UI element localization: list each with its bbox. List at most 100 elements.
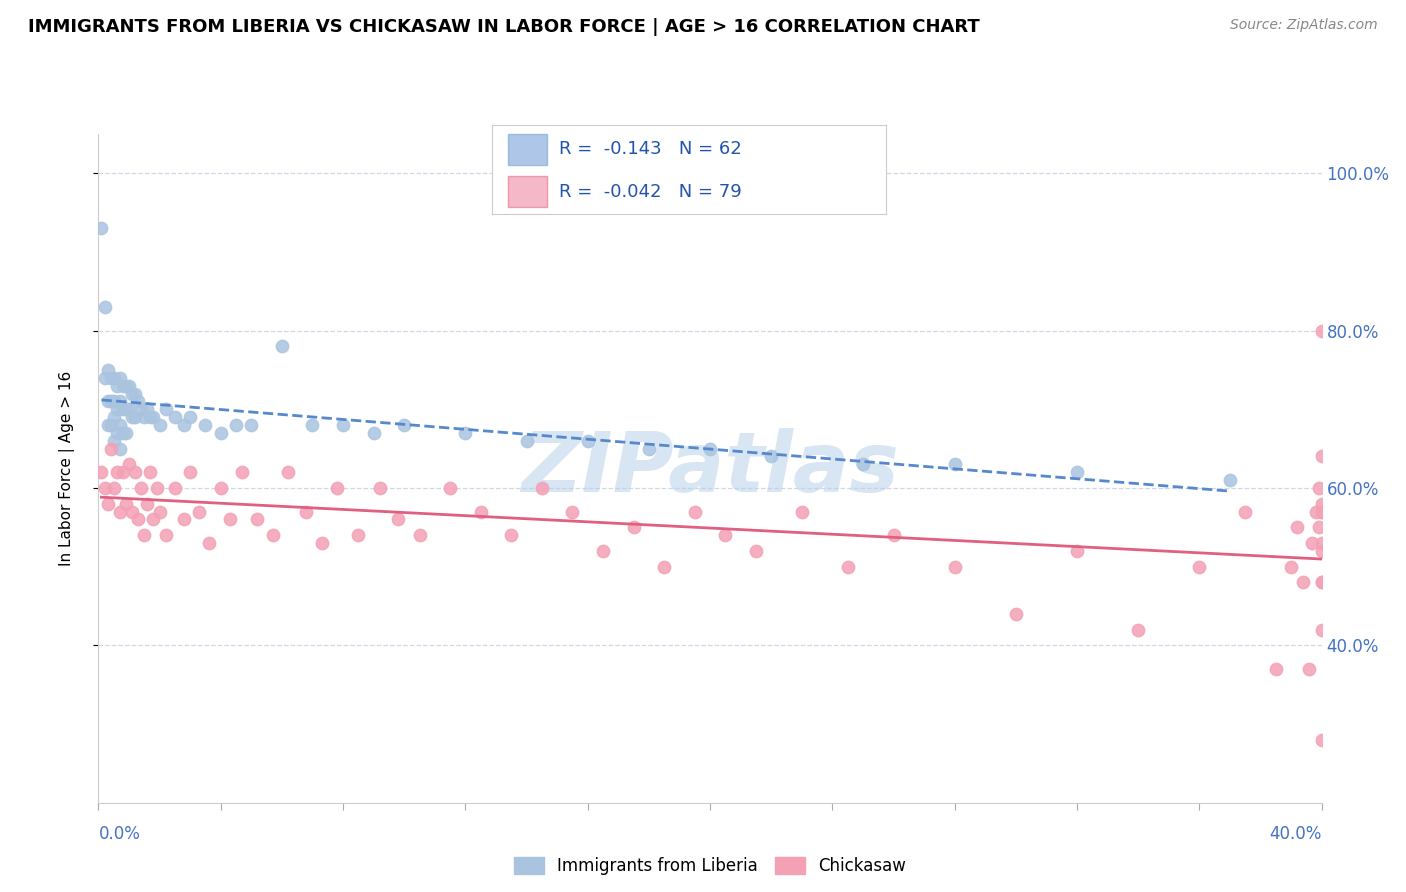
Point — [1004, 607, 1026, 621]
Text: Source: ZipAtlas.com: Source: ZipAtlas.com — [1230, 18, 1378, 32]
Point — [1310, 324, 1333, 338]
Point — [561, 505, 583, 519]
Point — [173, 417, 195, 432]
Point — [301, 417, 323, 432]
Point — [97, 497, 120, 511]
Point — [347, 528, 370, 542]
Point — [790, 505, 813, 519]
Point — [103, 371, 125, 385]
Point — [1234, 505, 1257, 519]
Point — [121, 386, 143, 401]
Point — [1305, 505, 1327, 519]
Point — [699, 442, 721, 456]
Point — [714, 528, 737, 542]
Point — [623, 520, 645, 534]
Point — [652, 559, 675, 574]
Point — [97, 417, 120, 432]
Point — [90, 221, 112, 235]
Point — [103, 410, 125, 425]
Point — [149, 505, 172, 519]
Point — [1310, 505, 1333, 519]
Point — [105, 378, 128, 392]
Point — [1292, 575, 1315, 590]
Point — [262, 528, 284, 542]
Point — [225, 417, 247, 432]
Point — [943, 559, 966, 574]
Point — [115, 402, 138, 417]
Point — [277, 465, 299, 479]
Point — [108, 417, 131, 432]
Point — [530, 481, 553, 495]
Point — [93, 300, 115, 314]
Point — [100, 394, 122, 409]
Point — [1310, 544, 1333, 558]
Point — [100, 442, 122, 456]
Point — [111, 402, 134, 417]
Point — [1188, 559, 1211, 574]
Point — [108, 394, 131, 409]
Point — [759, 450, 782, 464]
Point — [1310, 575, 1333, 590]
Point — [1310, 732, 1333, 747]
Point — [163, 481, 186, 495]
Point — [311, 536, 333, 550]
Point — [134, 528, 156, 542]
Point — [108, 371, 131, 385]
Point — [129, 481, 152, 495]
Point — [852, 458, 875, 472]
Point — [90, 465, 112, 479]
Point — [326, 481, 349, 495]
Point — [1279, 559, 1302, 574]
Point — [115, 425, 138, 440]
Point — [108, 505, 131, 519]
Point — [145, 481, 167, 495]
Point — [136, 402, 159, 417]
Point — [105, 425, 128, 440]
Point — [240, 417, 263, 432]
Point — [103, 394, 125, 409]
Point — [118, 458, 141, 472]
Point — [103, 481, 125, 495]
Point — [1310, 623, 1333, 637]
Point — [837, 559, 859, 574]
Point — [100, 417, 122, 432]
Point — [124, 386, 146, 401]
Point — [1308, 481, 1330, 495]
Point — [97, 363, 120, 377]
Point — [93, 481, 115, 495]
Point — [111, 425, 134, 440]
Point — [1264, 662, 1286, 676]
Bar — [508, 176, 547, 207]
Bar — [508, 134, 547, 165]
Point — [295, 505, 318, 519]
Point — [1308, 520, 1330, 534]
Point — [108, 442, 131, 456]
Point — [149, 417, 172, 432]
Point — [592, 544, 614, 558]
Point — [1310, 450, 1333, 464]
Text: 40.0%: 40.0% — [1270, 825, 1322, 843]
Point — [105, 402, 128, 417]
Point — [270, 339, 292, 353]
Point — [209, 481, 232, 495]
Point — [501, 528, 523, 542]
Point — [136, 497, 159, 511]
Point — [124, 410, 146, 425]
Point — [103, 434, 125, 448]
Point — [93, 371, 115, 385]
Text: R =  -0.042   N = 79: R = -0.042 N = 79 — [560, 183, 742, 201]
Point — [637, 442, 661, 456]
Point — [111, 465, 134, 479]
Point — [246, 512, 269, 526]
Point — [332, 417, 354, 432]
Text: ZIPatlas: ZIPatlas — [522, 428, 898, 508]
Point — [516, 434, 538, 448]
Point — [439, 481, 461, 495]
Point — [155, 528, 177, 542]
Point — [408, 528, 430, 542]
Text: R =  -0.143   N = 62: R = -0.143 N = 62 — [560, 140, 742, 158]
Legend: Immigrants from Liberia, Chickasaw: Immigrants from Liberia, Chickasaw — [508, 850, 912, 881]
Point — [683, 505, 706, 519]
Point — [121, 410, 143, 425]
Point — [576, 434, 599, 448]
